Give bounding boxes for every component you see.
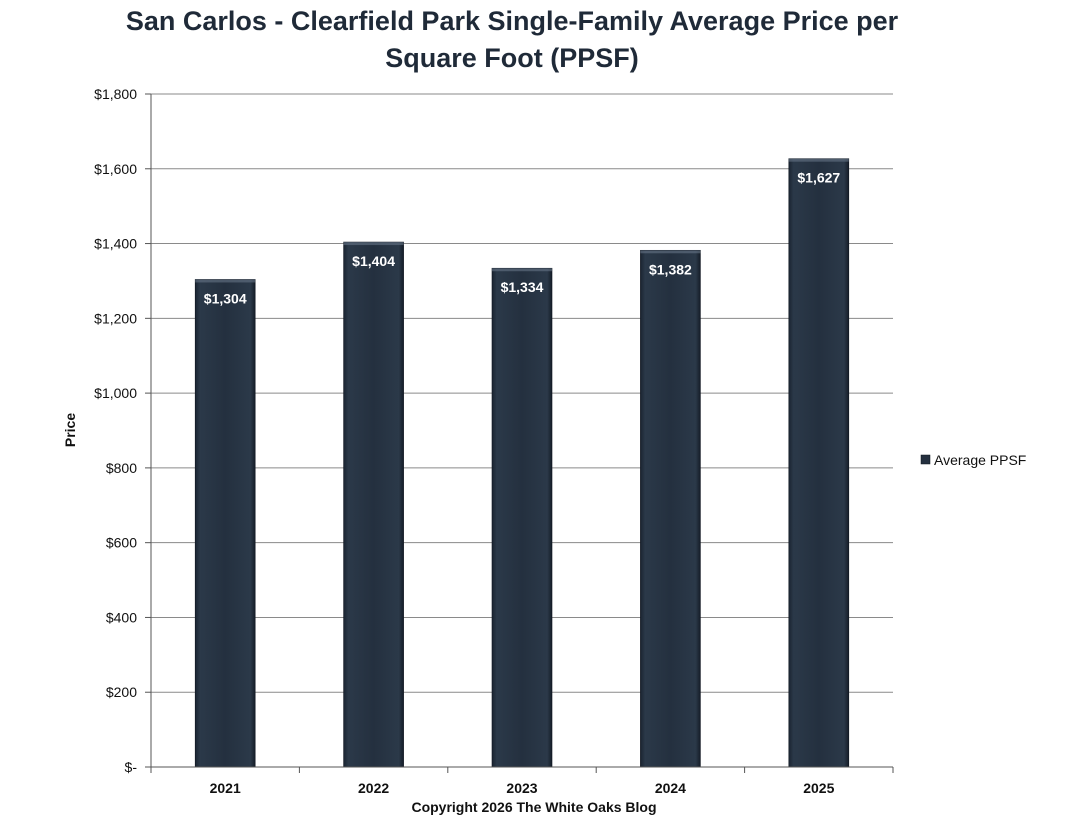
axes — [150, 94, 894, 773]
bar-2023 — [491, 267, 553, 768]
x-tick-label: 2025 — [803, 780, 834, 796]
y-tick-label: $1,400 — [94, 236, 137, 252]
bar-top-highlight — [640, 250, 701, 254]
x-tick-labels: 2021 2022 2023 2024 2025 — [210, 780, 835, 796]
bar-top-highlight — [492, 268, 552, 272]
legend: Average PPSF — [920, 452, 1026, 468]
legend-label: Average PPSF — [934, 452, 1026, 468]
data-label: $1,404 — [352, 253, 395, 269]
y-tick-label: $400 — [106, 609, 137, 625]
bar-2024 — [640, 249, 701, 768]
x-tick-label: 2022 — [358, 780, 389, 796]
bar-2021 — [194, 279, 256, 768]
x-tick-label: 2024 — [655, 780, 686, 796]
data-label: $1,304 — [204, 290, 247, 306]
bar-2022 — [343, 241, 404, 768]
y-tick-label: $1,600 — [94, 161, 137, 177]
chart-title: San Carlos - Clearfield Park Single-Fami… — [126, 6, 899, 73]
y-tick-label: $1,800 — [94, 86, 137, 102]
y-tick-labels: $- $200 $400 $600 $800 $1,000 $1,200 $1,400 $1,6… — [94, 86, 137, 775]
chart-title-line-1: San Carlos - Clearfield Park Single-Fami… — [126, 6, 899, 36]
data-label: $1,334 — [501, 279, 544, 295]
data-label: $1,627 — [797, 170, 840, 186]
chart-title-line-2: Square Foot (PPSF) — [385, 43, 639, 73]
data-labels: $1,304 $1,404 $1,334 $1,382 $1,627 — [204, 170, 841, 307]
y-tick-label: $- — [125, 759, 138, 775]
y-axis-title: Price — [62, 413, 78, 447]
y-tick-label: $1,200 — [94, 310, 137, 326]
bar-top-highlight — [343, 242, 404, 246]
bar-top-highlight — [195, 279, 256, 283]
y-tick-label: $1,000 — [94, 385, 137, 401]
y-tick-label: $600 — [106, 535, 137, 551]
bar-top-highlight — [788, 158, 849, 162]
y-tick-label: $800 — [106, 460, 137, 476]
x-axis-title: Copyright 2026 The White Oaks Blog — [411, 799, 656, 815]
bar-2025 — [788, 158, 850, 768]
y-tick-label: $200 — [106, 684, 137, 700]
x-tick-label: 2023 — [506, 780, 537, 796]
x-tick-label: 2021 — [210, 780, 241, 796]
legend-swatch — [920, 454, 931, 465]
data-label: $1,382 — [649, 261, 692, 277]
bars — [194, 158, 850, 768]
